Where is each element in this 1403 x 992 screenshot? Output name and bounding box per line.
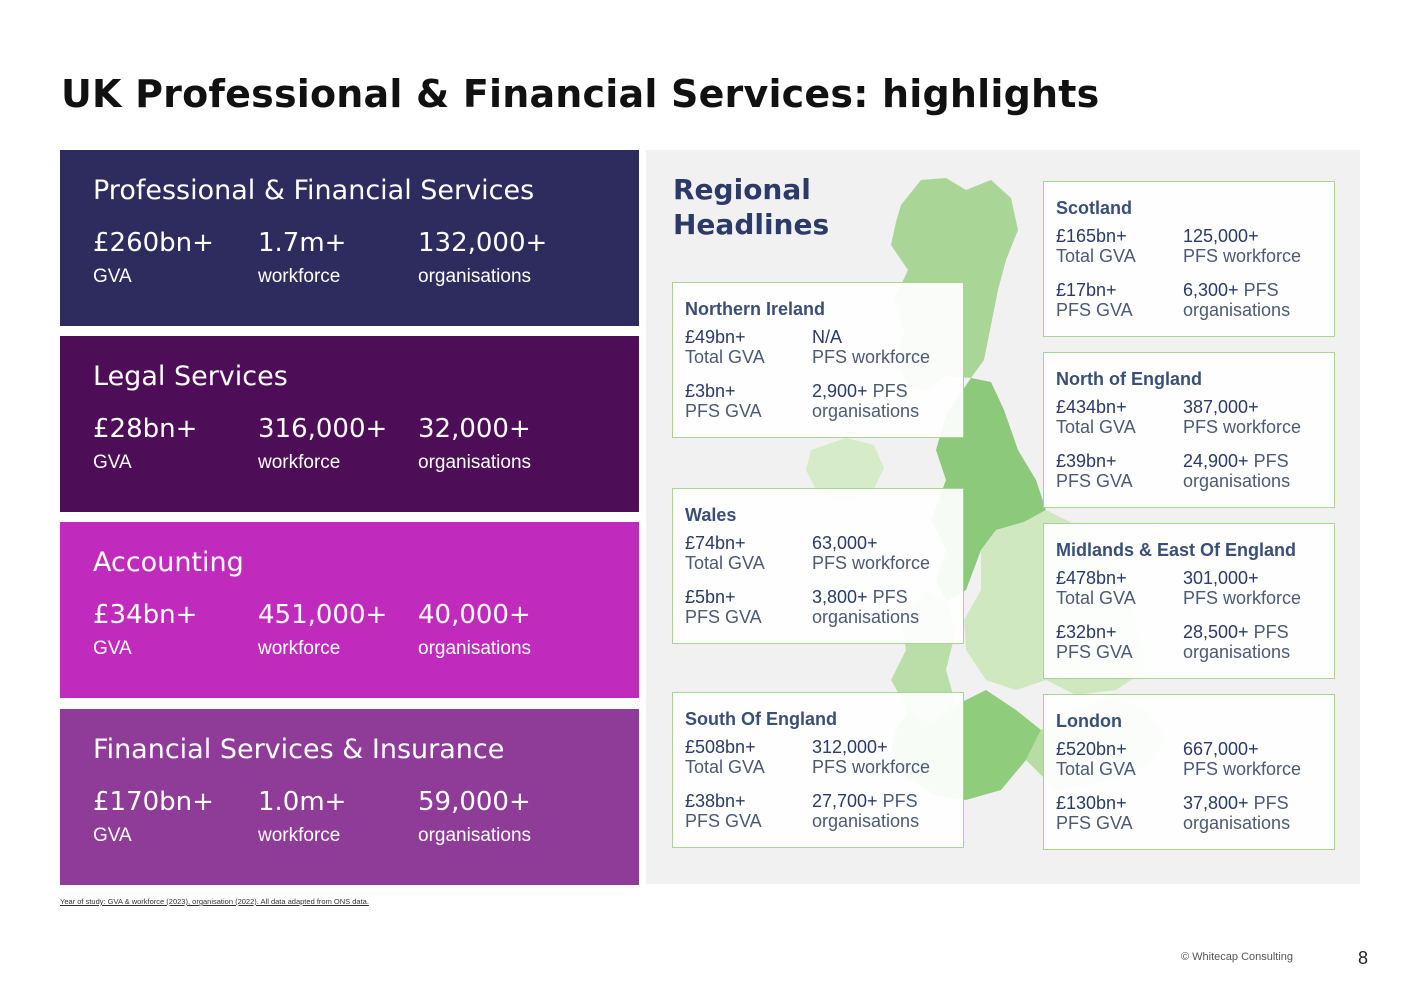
region-total-gva: £520bn+ Total GVA — [1056, 739, 1136, 779]
region-pfs-gva: £3bn+ PFS GVA — [685, 381, 762, 421]
stat-value: 451,000+ — [258, 600, 388, 630]
panel-stat: £34bn+ GVA — [93, 600, 197, 660]
stat-label: workforce — [258, 825, 341, 846]
region-box: London £520bn+ Total GVA 667,000+ PFS work… — [1043, 694, 1335, 850]
region-box: South Of England £508bn+ Total GVA 312,00… — [672, 692, 964, 848]
region-name: Midlands & East Of England — [1056, 540, 1297, 560]
panel-title: Legal Services — [93, 361, 288, 392]
region-pfs-gva: £17bn+ PFS GVA — [1056, 280, 1133, 320]
region-workforce: 63,000+ PFS workforce — [812, 533, 931, 573]
region-name: South Of England — [685, 709, 837, 729]
region-organisations: 37,800+ PFS organisations — [1183, 793, 1291, 833]
stat-label: organisations — [418, 638, 532, 659]
panel-stat: 32,000+ organisations — [418, 414, 531, 474]
sector-panel: Accounting £34bn+ GVA 451,000+ workforce… — [60, 522, 639, 698]
stat-label: GVA — [93, 825, 132, 846]
stat-label: GVA — [93, 266, 132, 287]
stat-value: 1.7m+ — [258, 228, 347, 258]
region-total-gva: £74bn+ Total GVA — [685, 533, 765, 573]
panel-title: Professional & Financial Services — [93, 175, 535, 206]
sector-panel: Legal Services £28bn+ GVA 316,000+ workf… — [60, 336, 639, 512]
panel-stat: 451,000+ workforce — [258, 600, 387, 660]
region-box: Scotland £165bn+ Total GVA 125,000+ PFS wo… — [1043, 181, 1335, 337]
region-name: North of England — [1056, 369, 1202, 389]
panel-title: Financial Services & Insurance — [93, 734, 505, 765]
panel-stat: 40,000+ organisations — [418, 600, 531, 660]
region-workforce: N/A PFS workforce — [812, 327, 931, 367]
region-workforce: 667,000+ PFS workforce — [1183, 739, 1302, 779]
sector-panel: Professional & Financial Services £260bn… — [60, 150, 639, 326]
copyright: © Whitecap Consulting — [1181, 951, 1294, 963]
regional-headlines-section: Regional Headlines Scotland £165bn+ Total… — [646, 150, 1360, 884]
region-name: Wales — [685, 505, 737, 525]
stat-value: 59,000+ — [418, 787, 531, 817]
region-workforce: 125,000+ PFS workforce — [1183, 226, 1302, 266]
region-organisations: 3,800+ PFS organisations — [812, 587, 920, 627]
stat-value: £28bn+ — [93, 414, 198, 444]
region-organisations: 6,300+ PFS organisations — [1183, 280, 1291, 320]
region-box: Northern Ireland £49bn+ Total GVA N/A PFS … — [672, 282, 964, 438]
stat-label: organisations — [418, 266, 532, 287]
region-pfs-gva: £130bn+ PFS GVA — [1056, 793, 1133, 833]
region-total-gva: £165bn+ Total GVA — [1056, 226, 1136, 266]
panel-title: Accounting — [93, 547, 244, 578]
region-organisations: 27,700+ PFS organisations — [812, 791, 920, 831]
stat-value: 316,000+ — [258, 414, 388, 444]
region-name: Scotland — [1056, 198, 1133, 218]
stat-label: organisations — [418, 825, 532, 846]
region-total-gva: £508bn+ Total GVA — [685, 737, 765, 777]
stat-label: GVA — [93, 638, 132, 659]
region-pfs-gva: £32bn+ PFS GVA — [1056, 622, 1133, 662]
stat-label: organisations — [418, 452, 532, 473]
region-total-gva: £49bn+ Total GVA — [685, 327, 765, 367]
sector-panel: Financial Services & Insurance £170bn+ G… — [60, 709, 639, 885]
page-title: UK Professional & Financial Services: hi… — [61, 72, 1100, 116]
region-workforce: 301,000+ PFS workforce — [1183, 568, 1302, 608]
stat-value: 40,000+ — [418, 600, 531, 630]
stat-value: 32,000+ — [418, 414, 531, 444]
panel-stat: 1.0m+ workforce — [258, 787, 346, 847]
region-box: Wales £74bn+ Total GVA 63,000+ PFS workfor… — [672, 488, 964, 644]
panel-stat: 59,000+ organisations — [418, 787, 531, 847]
region-box: North of England £434bn+ Total GVA 387,00… — [1043, 352, 1335, 508]
region-total-gva: £434bn+ Total GVA — [1056, 397, 1136, 437]
page-number: 8 — [1358, 948, 1369, 968]
region-pfs-gva: £5bn+ PFS GVA — [685, 587, 762, 627]
region-workforce: 312,000+ PFS workforce — [812, 737, 931, 777]
region-organisations: 28,500+ PFS organisations — [1183, 622, 1291, 662]
panel-stat: £260bn+ GVA — [93, 228, 214, 288]
panel-stat: 1.7m+ workforce — [258, 228, 346, 288]
region-workforce: 387,000+ PFS workforce — [1183, 397, 1302, 437]
stat-value: £260bn+ — [93, 228, 214, 258]
stat-value: £170bn+ — [93, 787, 214, 817]
panel-stat: 316,000+ workforce — [258, 414, 387, 474]
panel-stat: 132,000+ organisations — [418, 228, 547, 288]
region-pfs-gva: £38bn+ PFS GVA — [685, 791, 762, 831]
panel-stat: £28bn+ GVA — [93, 414, 197, 474]
stat-label: workforce — [258, 452, 341, 473]
map-region-northern-ireland — [806, 438, 884, 502]
footnote[interactable]: Year of study: GVA & workforce (2023), o… — [60, 897, 369, 906]
panel-stat: £170bn+ GVA — [93, 787, 214, 847]
stat-label: workforce — [258, 266, 341, 287]
region-name: Northern Ireland — [685, 299, 826, 319]
stat-value: £34bn+ — [93, 600, 198, 630]
stat-value: 1.0m+ — [258, 787, 347, 817]
region-organisations: 24,900+ PFS organisations — [1183, 451, 1291, 491]
regional-headlines-title: Regional Headlines — [673, 173, 830, 241]
stat-label: GVA — [93, 452, 132, 473]
stat-value: 132,000+ — [418, 228, 548, 258]
region-organisations: 2,900+ PFS organisations — [812, 381, 920, 421]
region-name: London — [1056, 711, 1122, 731]
region-box: Midlands & East Of England £478bn+ Total … — [1043, 523, 1335, 679]
stat-label: workforce — [258, 638, 341, 659]
region-total-gva: £478bn+ Total GVA — [1056, 568, 1136, 608]
region-pfs-gva: £39bn+ PFS GVA — [1056, 451, 1133, 491]
